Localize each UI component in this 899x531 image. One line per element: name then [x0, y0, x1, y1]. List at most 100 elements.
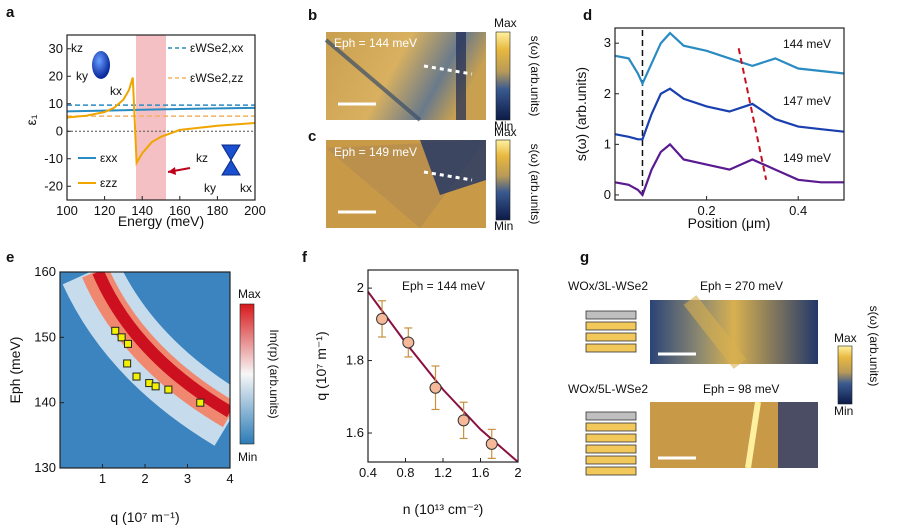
d-xtick-label: 0.4 — [789, 203, 807, 218]
colorbar-g-label: s(ω) (arb.units) — [867, 306, 881, 387]
sample-bottom: WOx/5L-WSe2 — [568, 382, 648, 396]
colorbar-c-max: Max — [494, 125, 517, 139]
map-b: Eph = 144 meV — [324, 32, 486, 122]
colorbar-e — [239, 303, 255, 445]
colorbar-e-min: Min — [238, 450, 257, 464]
xlabel-a: Energy (meV) — [118, 213, 204, 229]
energy-label-b: Eph = 144 meV — [334, 36, 417, 50]
series-line — [67, 106, 255, 113]
a-xtick-label: 140 — [131, 203, 153, 218]
map-g-top — [650, 295, 818, 369]
energy-bottom: Eph = 98 meV — [703, 382, 779, 396]
data-point — [376, 312, 389, 325]
series-line — [67, 77, 255, 167]
inset2-kz: kz — [196, 151, 208, 165]
colorbar-g-max: Max — [834, 331, 857, 345]
panel-label-c: c — [308, 128, 316, 145]
energy-label-c: Eph = 149 meV — [334, 145, 417, 159]
series-label-147: 147 meV — [783, 94, 831, 108]
panel-label-b: b — [308, 7, 317, 24]
e-ytick-label: 130 — [34, 460, 56, 475]
ylabel-d: s(ω) (arb.units) — [573, 67, 589, 161]
data-point — [123, 359, 132, 368]
ellipsoid-icon — [92, 51, 110, 79]
data-point — [117, 333, 126, 342]
data-point — [485, 437, 498, 450]
dotted-line-b — [423, 64, 473, 76]
ylabel-a: ε₁ — [23, 114, 39, 125]
panel-label-e: e — [6, 249, 14, 266]
red-dash-line — [737, 48, 768, 180]
colorbar-c-label: s(ω) (arb.units) — [528, 144, 542, 225]
colorbar-c-min: Min — [494, 219, 513, 233]
data-point — [402, 336, 415, 349]
fit-line — [367, 291, 519, 463]
d-ytick-label: 2 — [604, 86, 611, 101]
data-point — [111, 326, 120, 335]
f-xtick-label: 1.2 — [434, 465, 452, 480]
f-ytick-label: 1.6 — [346, 425, 364, 440]
e-xtick-label: 1 — [99, 471, 106, 486]
hyperboloid-icon — [221, 144, 241, 176]
series-label-149: 149 meV — [783, 151, 831, 165]
f-xtick-label: 2 — [514, 465, 521, 480]
a-ytick-label: -20 — [44, 178, 63, 193]
legend-label-ezz: εzz — [100, 176, 117, 190]
inset1-kz: kz — [71, 41, 83, 55]
axes-frame-d — [614, 27, 845, 201]
inset2-kx: kx — [240, 181, 252, 195]
d-xtick-label: 0.2 — [698, 203, 716, 218]
colorbar-e-max: Max — [238, 287, 261, 301]
data-point — [132, 372, 141, 381]
energy-top: Eph = 270 meV — [700, 279, 783, 293]
colorbar-e-label: Im(rp) (arb.units) — [267, 329, 281, 418]
data-point — [124, 339, 132, 348]
f-ytick-label: 1.8 — [346, 353, 364, 368]
reststrahlen-band — [136, 35, 166, 200]
xlabel-f: n (10¹³ cm⁻²) — [403, 501, 484, 517]
panel-label-a: a — [6, 4, 15, 21]
xlabel-d: Position (μm) — [688, 215, 771, 231]
panel-label-g: g — [580, 249, 589, 266]
a-ytick-label: 0 — [56, 123, 63, 138]
series-line — [614, 142, 844, 197]
chart-f: 0.4 0.8 1.2 1.6 2 1.6 1.8 2 Eph = 144 meV n (10… — [313, 269, 522, 517]
a-xtick-label: 200 — [244, 203, 266, 218]
colorbar-g — [837, 345, 853, 405]
sample-top: WOx/3L-WSe2 — [568, 279, 648, 293]
title-f: Eph = 144 meV — [402, 279, 485, 293]
inset1-ky: ky — [76, 69, 88, 83]
a-ytick-label: -10 — [44, 151, 63, 166]
chart-e: 1 2 3 4 130 140 150 160 q (10⁷ m⁻¹) Eph (meV) — [7, 264, 234, 525]
colorbar-b-label: s(ω) (arb.units) — [528, 36, 542, 117]
a-ytick-label: 20 — [49, 68, 63, 83]
data-point — [429, 381, 442, 394]
e-xtick-label: 3 — [184, 471, 191, 486]
f-ytick-label: 2 — [357, 280, 364, 295]
e-ytick-label: 160 — [34, 264, 56, 279]
dotted-line-c — [423, 170, 473, 182]
panel-label-d: d — [583, 7, 592, 24]
ylabel-f: q (10⁷ m⁻¹) — [313, 331, 329, 400]
f-xtick-label: 1.6 — [471, 465, 489, 480]
e-xtick-label: 2 — [141, 471, 148, 486]
data-point — [196, 398, 205, 407]
a-xtick-label: 160 — [169, 203, 191, 218]
data-point — [457, 414, 470, 427]
d-ytick-label: 3 — [604, 35, 611, 50]
colorbar-b-max: Max — [494, 16, 517, 30]
data-point — [164, 385, 173, 394]
inset2-ky: ky — [204, 181, 216, 195]
series-line — [614, 87, 845, 141]
data-point — [151, 382, 160, 391]
colorbar-g-min: Min — [834, 404, 853, 418]
d-ytick-label: 1 — [604, 136, 611, 151]
inset1-kx: kx — [110, 84, 122, 98]
plot-area-a — [67, 77, 255, 167]
a-ytick-label: 10 — [49, 96, 63, 111]
a-ytick-label: 30 — [49, 41, 63, 56]
d-ytick-label: 0 — [604, 187, 611, 202]
axes-frame-a — [66, 34, 256, 201]
stack-3l — [585, 310, 637, 353]
